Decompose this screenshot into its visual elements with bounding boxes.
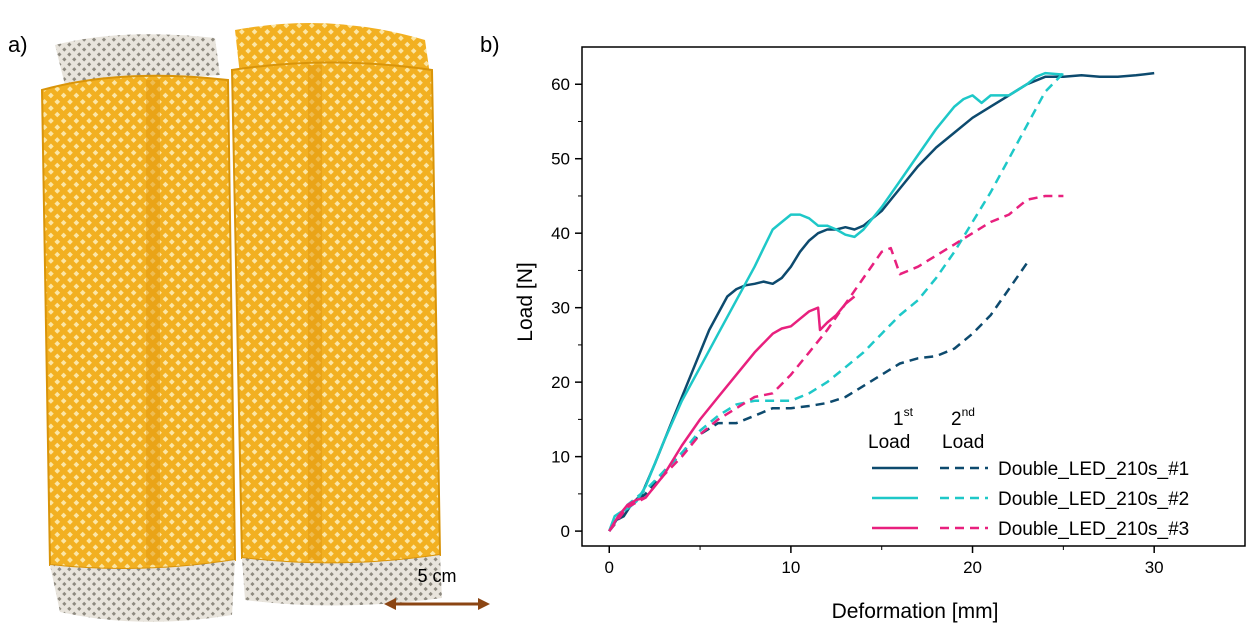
y-tick-label: 40 bbox=[551, 224, 570, 243]
x-tick-label: 30 bbox=[1145, 558, 1164, 577]
y-tick-label: 0 bbox=[561, 522, 570, 541]
legend-second-num: 2 bbox=[951, 409, 962, 430]
y-tick-label: 60 bbox=[551, 75, 570, 94]
panel-a-label: a) bbox=[8, 32, 28, 57]
y-axis-title: Load [N] bbox=[514, 262, 537, 341]
legend-second-word: Load bbox=[942, 432, 984, 453]
left-cylinder bbox=[40, 34, 237, 622]
y-tick-label: 30 bbox=[551, 299, 570, 318]
y-tick-label: 10 bbox=[551, 448, 570, 467]
legend-second-header: 2nd bbox=[951, 405, 975, 430]
legend-entry: Double_LED_210s_#2 bbox=[998, 489, 1189, 510]
x-tick-label: 0 bbox=[605, 558, 614, 577]
legend-first-sup: st bbox=[904, 405, 914, 419]
x-tick-label: 10 bbox=[781, 558, 800, 577]
series-line-3-first-load bbox=[608, 71, 1064, 532]
series-line-4-second-load bbox=[608, 72, 1065, 532]
y-tick-label: 20 bbox=[551, 373, 570, 392]
mesh-cylinders-photo: 5 cm bbox=[40, 22, 490, 622]
legend-first-word: Load bbox=[868, 432, 910, 453]
legend-entry: Double_LED_210s_#3 bbox=[998, 519, 1189, 540]
panel-b-label: b) bbox=[480, 32, 500, 57]
scale-bar-label: 5 cm bbox=[417, 566, 456, 586]
legend-header: 1st Load 2nd Load bbox=[868, 405, 984, 453]
right-cylinder bbox=[230, 22, 442, 606]
scale-bar: 5 cm bbox=[384, 566, 490, 610]
series-line-6-second-load bbox=[608, 194, 1064, 532]
plot-frame bbox=[581, 46, 1246, 547]
chart-series bbox=[608, 71, 1155, 532]
chart-axes: 0 10 20 30 0 10 20 30 40 50 60 bbox=[551, 46, 1246, 577]
legend-second-sup: nd bbox=[962, 405, 975, 419]
legend-first-num: 1 bbox=[893, 409, 904, 430]
legend-first-header: 1st bbox=[893, 405, 914, 430]
legend-entry: Double_LED_210s_#1 bbox=[998, 459, 1189, 480]
x-tick-label: 20 bbox=[963, 558, 982, 577]
series-line-1-first-load bbox=[608, 71, 1155, 532]
series-line-2-second-load bbox=[608, 262, 1029, 532]
chart-legend: Double_LED_210s_#1 Double_LED_210s_#2 Doub… bbox=[872, 459, 1189, 540]
x-axis-title: Deformation [mm] bbox=[832, 600, 999, 623]
y-tick-label: 50 bbox=[551, 150, 570, 169]
